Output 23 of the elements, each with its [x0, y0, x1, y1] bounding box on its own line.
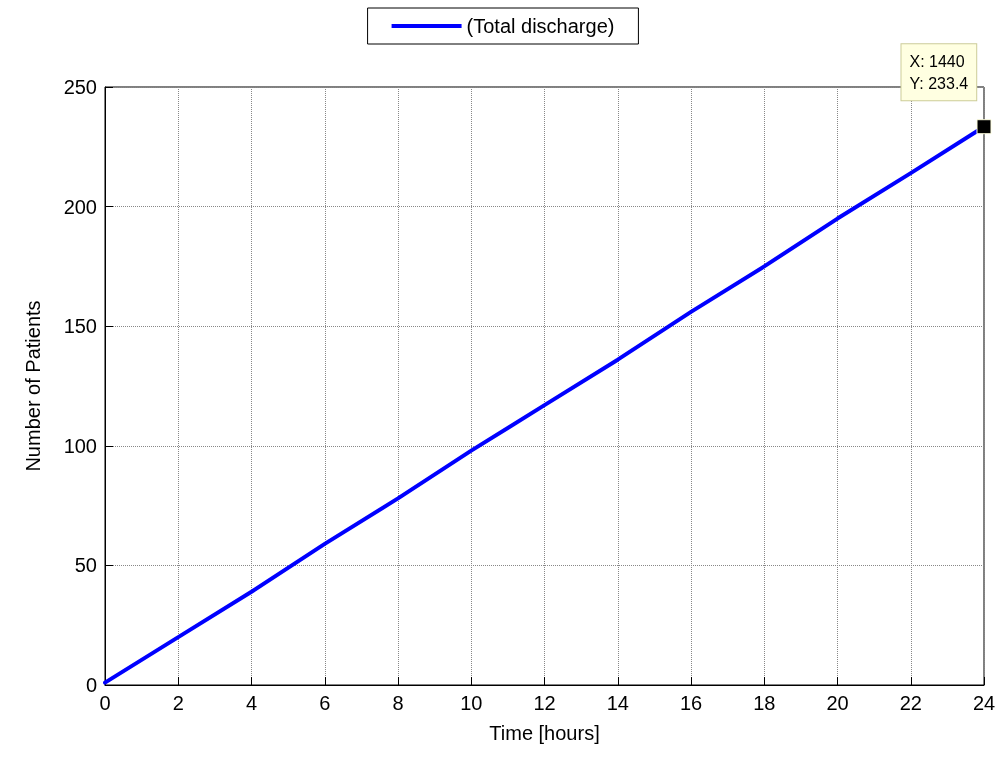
y-axis-title: Number of Patients [22, 300, 44, 472]
x-tick-label: 12 [533, 692, 556, 714]
legend-label: (Total discharge) [466, 15, 615, 37]
x-tick-label: 6 [319, 692, 331, 714]
x-tick-label: 2 [172, 692, 184, 714]
x-tick-label: 20 [826, 692, 849, 714]
y-tick-label: 200 [63, 195, 97, 218]
x-tick-label: 10 [460, 692, 483, 714]
x-tick-label: 14 [606, 692, 629, 714]
x-tick-label: 18 [753, 692, 776, 714]
x-tick-label: 24 [972, 692, 996, 714]
x-tick-label: 22 [899, 692, 922, 714]
x-tick-label: 8 [392, 692, 404, 714]
annotation: X: 1440 Y: 233.4 [909, 52, 969, 92]
y-tick-label: 100 [63, 434, 97, 457]
y-tick-label: 150 [63, 315, 97, 338]
y-tick-label: 50 [74, 554, 97, 577]
x-tick-label: 0 [99, 692, 111, 714]
y-tick-label: 0 [85, 674, 97, 696]
x-tick-label: 4 [245, 692, 258, 714]
x-tick-label: 16 [679, 692, 703, 714]
x-axis-title: Time [hours] [489, 722, 600, 744]
y-tick-label: 250 [63, 76, 97, 98]
